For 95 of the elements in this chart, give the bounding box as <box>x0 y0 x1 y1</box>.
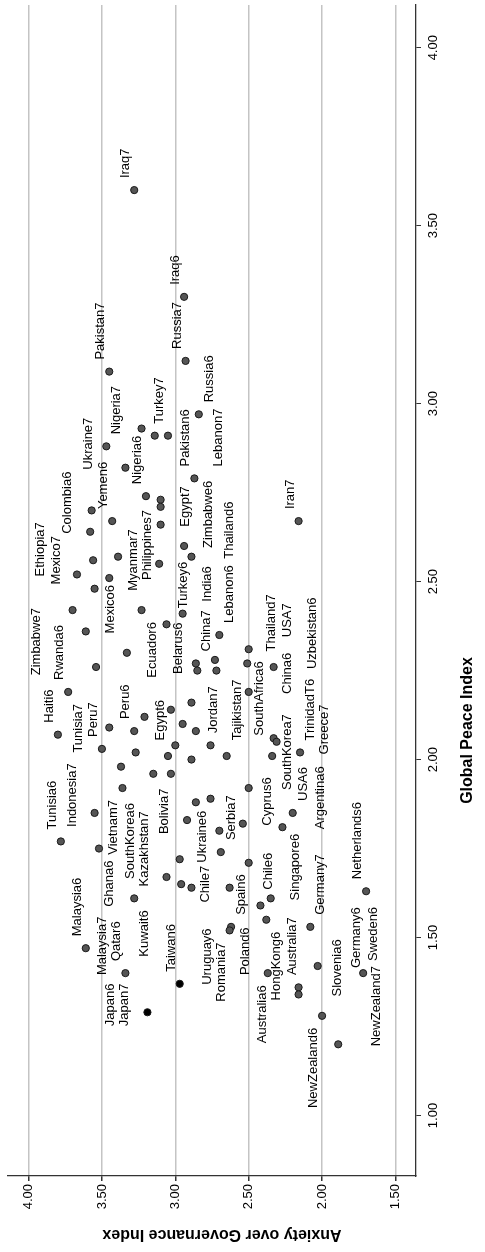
annotation: Peru7 <box>84 702 100 737</box>
annotation: Bolivia7 <box>156 788 172 835</box>
annotation: Iraq6 <box>167 255 183 285</box>
annotation: Ecuador6 <box>143 622 159 678</box>
y-tick-label: 1.50 <box>424 924 440 951</box>
annotation: Jordan7 <box>205 686 221 734</box>
annotation: Poland6 <box>236 927 252 976</box>
annotation: Egypt7 <box>176 486 192 527</box>
annotation: Kuwait6 <box>136 910 152 957</box>
annotation: Uruguay6 <box>198 928 214 985</box>
annotation: Zimbabwe6 <box>200 480 216 549</box>
annotation: SouthKorea7 <box>278 714 294 791</box>
y-tick-label: 2.00 <box>424 746 440 773</box>
annotation: Sweden6 <box>365 906 381 962</box>
annotation: Turkey6 <box>175 561 191 609</box>
annotation: Singapore6 <box>286 833 302 901</box>
annotation: Uzbekistan6 <box>303 597 319 670</box>
annotation: Nigeria6 <box>128 435 144 485</box>
annotation: Japan7 <box>116 983 132 1027</box>
annotation: Germany7 <box>312 854 328 915</box>
annotation: Chile6 <box>259 852 275 890</box>
annotation: Lebanon6 <box>221 565 237 623</box>
annotation: China6 <box>278 652 294 694</box>
y-axis-title: Global Peace Index <box>458 657 476 804</box>
annotation: Malaysia7 <box>94 916 110 976</box>
x-tick-label: 4.00 <box>20 1184 36 1210</box>
annotation: Belarus6 <box>169 622 185 674</box>
annotation: NewZealand6 <box>305 1027 321 1109</box>
annotation: China7 <box>197 610 213 652</box>
annotation: Cyprus6 <box>258 777 274 826</box>
annotation: Haiti6 <box>40 689 56 723</box>
annotation: Slovenia6 <box>328 939 344 997</box>
annotation: Lebanon7 <box>210 408 226 467</box>
annotation: Indonesia7 <box>63 763 79 827</box>
annotation: TrinidadT6 <box>302 678 318 741</box>
annotation: Nigeria7 <box>108 385 124 435</box>
y-tick-label: 3.00 <box>424 390 440 417</box>
annotation: Colombia6 <box>59 471 75 534</box>
annotation: Pakistan7 <box>92 302 108 360</box>
annotation: Taiwan6 <box>162 924 178 972</box>
x-axis-title: Anxiety over Governance Index <box>102 1226 342 1244</box>
annotation: HongKong6 <box>268 931 284 1001</box>
y-tick-label: 3.50 <box>424 213 440 239</box>
annotation: Thailand6 <box>221 501 237 559</box>
annotation: Egypt6 <box>151 699 167 741</box>
annotation: Argentina6 <box>312 766 328 830</box>
annotation: Australia7 <box>283 917 299 976</box>
annotation: Thailand7 <box>263 594 279 652</box>
x-tick-label: 2.00 <box>313 1184 329 1210</box>
annotation: Peru6 <box>117 684 133 720</box>
annotation: Mexico6 <box>101 585 117 634</box>
annotation: India6 <box>198 566 214 602</box>
annotation: USA7 <box>278 603 294 638</box>
x-tick-label: 1.50 <box>387 1184 403 1210</box>
annotation: Japan6 <box>102 983 118 1027</box>
annotation: Pakistan6 <box>177 409 193 467</box>
annotation: Spain6 <box>233 874 249 915</box>
annotation: Ghana6 <box>100 860 116 907</box>
annotation: Qatar6 <box>108 921 124 962</box>
annotation: Philippines7 <box>139 509 155 581</box>
y-tick-label: 4.00 <box>424 35 440 61</box>
annotation: Ukraine7 <box>80 417 96 470</box>
annotation: Turkey7 <box>150 377 166 424</box>
annotation: Myanmar7 <box>124 529 140 591</box>
annotation: Netherlands6 <box>349 801 365 880</box>
annotation: Malaysia6 <box>68 877 84 937</box>
y-tick-label: 2.50 <box>424 568 440 595</box>
annotation: Ethiopia7 <box>31 522 47 577</box>
annotation: Ukraine6 <box>193 810 209 863</box>
annotation: Tunisia6 <box>43 780 59 830</box>
annotation: Iraq7 <box>117 148 133 179</box>
annotation: Australia6 <box>253 985 269 1044</box>
x-tick-label: 2.50 <box>240 1184 256 1210</box>
annotation: SouthAfrica6 <box>250 661 266 736</box>
annotation: SouthKorea6 <box>121 803 137 880</box>
annotation: Greece7 <box>316 704 332 755</box>
annotation: Tajikistan7 <box>228 679 244 741</box>
annotation: Serbia7 <box>222 795 238 841</box>
annotation: Kazakhstan7 <box>136 811 152 887</box>
annotation: Iran7 <box>281 479 297 510</box>
annotation: Russia7 <box>168 301 184 349</box>
annotation: Rwanda6 <box>51 625 67 680</box>
annotation: Zimbabwe7 <box>27 608 43 676</box>
x-tick-label: 3.00 <box>166 1184 182 1210</box>
annotation: Yemen6 <box>95 461 111 510</box>
annotation: Russia6 <box>200 355 216 403</box>
annotation: NewZealand7 <box>368 966 384 1047</box>
annotation: Chile7 <box>197 865 213 903</box>
annotation: Mexico7 <box>48 536 64 585</box>
x-tick-label: 3.50 <box>93 1184 109 1210</box>
annotation: USA6 <box>294 766 310 801</box>
annotation: Vietnam7 <box>105 800 121 855</box>
annotation: Germany6 <box>347 907 363 968</box>
y-tick-label: 1.00 <box>424 1102 440 1129</box>
annotation: Tunisia7 <box>70 703 86 753</box>
